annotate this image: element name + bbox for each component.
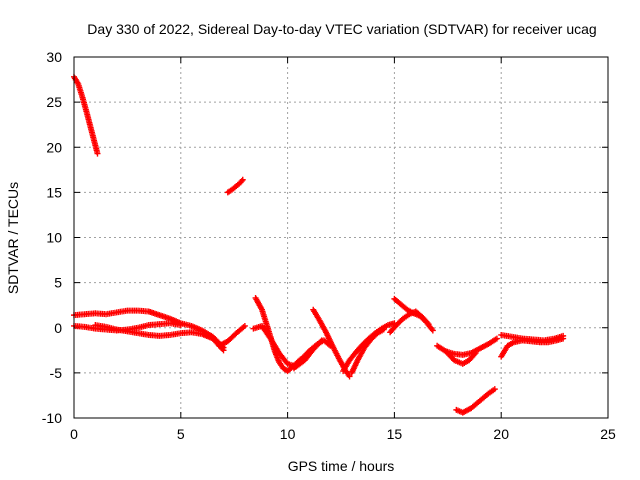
grid-lines — [74, 57, 608, 418]
x-tick-label: 10 — [280, 426, 296, 442]
series-pass-12to15 — [340, 320, 398, 375]
data-point — [380, 326, 387, 333]
y-tick-label: 25 — [46, 94, 62, 110]
x-tick-label: 25 — [600, 426, 616, 442]
series-early-high — [71, 73, 101, 157]
series-pass-8to10 — [252, 294, 304, 375]
data-point — [239, 176, 246, 183]
data-point — [491, 386, 498, 393]
data-point — [177, 322, 184, 329]
data-point — [471, 351, 478, 358]
x-axis-label: GPS time / hours — [288, 458, 395, 474]
y-tick-label: 5 — [54, 275, 62, 291]
data-point — [346, 373, 353, 380]
y-tick-label: 10 — [46, 230, 62, 246]
data-points — [71, 73, 567, 416]
y-axis-label: SDTVAR / TECUs — [5, 182, 21, 294]
data-point — [424, 319, 431, 326]
series-pass-11to13 — [310, 306, 353, 380]
y-tick-label: 0 — [54, 320, 62, 336]
series-low-15to16 — [387, 308, 432, 336]
series-low-18to20 — [453, 386, 498, 416]
x-tick-label: 15 — [387, 426, 403, 442]
data-point — [241, 322, 248, 329]
plot-frame — [73, 56, 609, 419]
chart-title: Day 330 of 2022, Sidereal Day-to-day VTE… — [87, 21, 596, 37]
x-tick-label: 5 — [177, 426, 185, 442]
series-upper-20to23 — [498, 331, 567, 344]
data-point — [493, 335, 500, 342]
data-point — [94, 150, 101, 157]
data-point — [425, 321, 432, 328]
data-point — [429, 327, 436, 334]
series-dip-17to19 — [442, 348, 479, 367]
series-pass-10to12 — [291, 337, 334, 372]
data-point — [472, 350, 479, 357]
data-point — [220, 347, 227, 354]
series-pass-7h — [224, 176, 246, 196]
y-tick-label: 30 — [46, 49, 62, 65]
y-tick-label: 15 — [46, 184, 62, 200]
y-tick-label: 20 — [46, 139, 62, 155]
x-tick-label: 0 — [70, 426, 78, 442]
data-point — [560, 332, 567, 339]
series-rise-7to8 — [216, 322, 248, 349]
y-tick-label: -5 — [50, 365, 63, 381]
y-tick-label: -10 — [42, 410, 62, 426]
series-pass-17to19 — [434, 335, 500, 358]
tick-labels: 0 5 10 15 20 25 -10 -5 0 5 10 15 20 25 30 — [42, 49, 616, 442]
x-tick-label: 20 — [493, 426, 509, 442]
series-pass-13to14 — [348, 326, 387, 376]
